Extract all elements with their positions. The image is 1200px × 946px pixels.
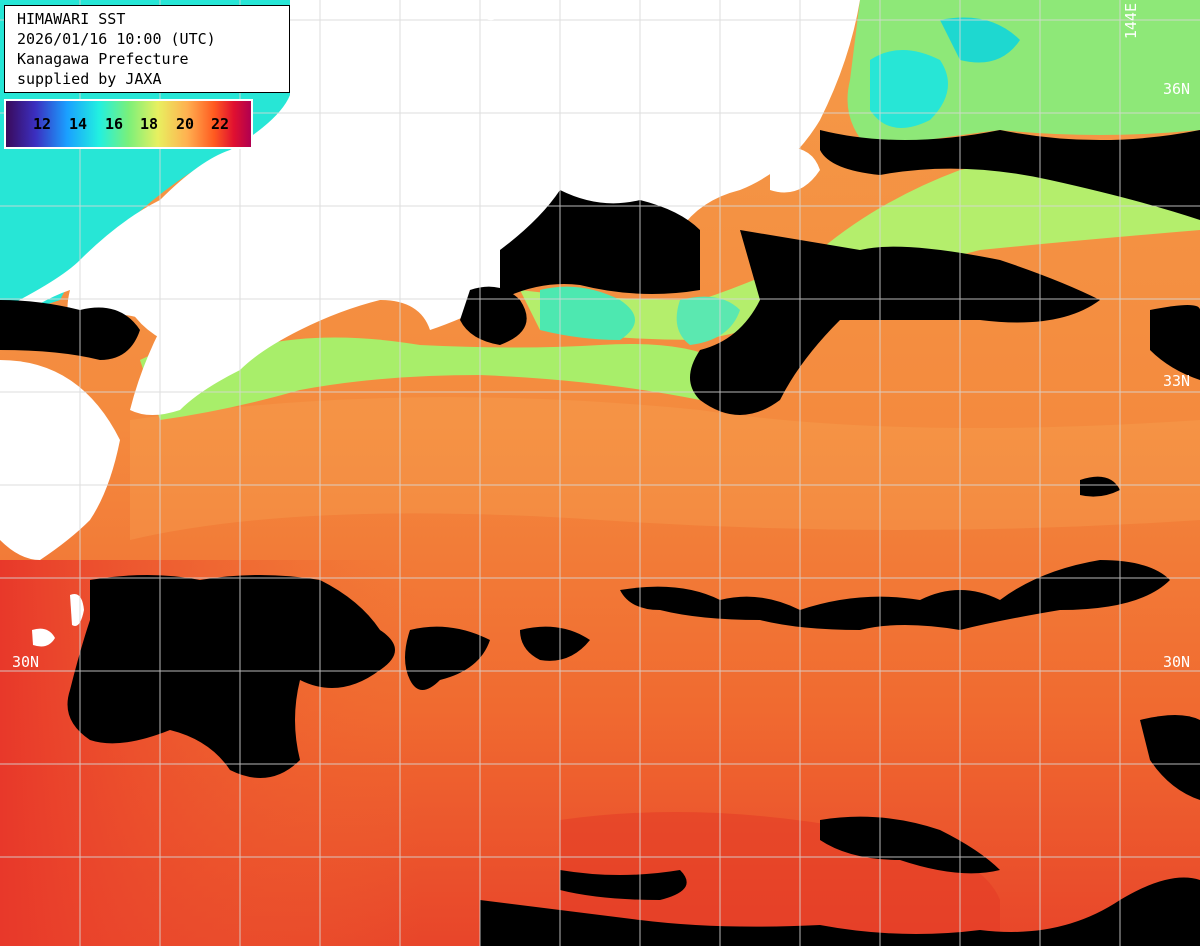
map-region: Kanagawa Prefecture bbox=[17, 50, 189, 68]
map-datetime: 2026/01/16 10:00 (UTC) bbox=[17, 30, 216, 48]
cold-water-izu bbox=[540, 286, 635, 340]
map-title: HIMAWARI SST bbox=[17, 10, 126, 28]
no-data-cloud-bay bbox=[500, 190, 700, 300]
lat-label-30n-west: 30N bbox=[12, 653, 40, 671]
no-data-cloud-west bbox=[67, 575, 395, 778]
cold-water-sagami bbox=[676, 296, 740, 345]
lon-label-136e: 136E bbox=[482, 3, 500, 40]
land-izu-tip bbox=[770, 147, 820, 193]
no-data-cloud-ne-strip bbox=[820, 130, 1200, 220]
legend-tick: 22 bbox=[211, 115, 230, 133]
map-info-box: HIMAWARI SST 2026/01/16 10:00 (UTC) Kana… bbox=[4, 5, 290, 93]
legend-tick: 12 bbox=[33, 115, 52, 133]
warm-band bbox=[130, 397, 1200, 540]
legend-tick: 20 bbox=[176, 115, 195, 133]
no-data-cloud-mid-2 bbox=[520, 626, 590, 661]
no-data-cloud-bottom bbox=[480, 877, 1200, 946]
no-data-cloud-south-2 bbox=[820, 816, 1000, 874]
lat-label-33n-west: 33N bbox=[12, 372, 40, 390]
lon-label-144e: 144E bbox=[1122, 3, 1140, 40]
legend-tick: 18 bbox=[140, 115, 159, 133]
no-data-cloud-mid bbox=[405, 626, 490, 690]
no-data-cloud-east bbox=[690, 230, 1100, 415]
no-data-cloud-south bbox=[560, 870, 687, 900]
legend-color-bar bbox=[6, 101, 251, 147]
cold-eddy-ne bbox=[870, 50, 948, 128]
land-tanegashima bbox=[32, 628, 55, 647]
legend-tick: 16 bbox=[105, 115, 124, 133]
temperature-legend: 12 14 16 18 20 22 bbox=[4, 99, 253, 149]
map-credit: supplied by JAXA bbox=[17, 70, 162, 88]
legend-tick: 14 bbox=[69, 115, 88, 133]
no-data-cloud-east-edge bbox=[1150, 305, 1200, 380]
no-data-cloud-east-mid bbox=[1080, 476, 1120, 497]
lat-label-30n: 30N bbox=[1163, 653, 1191, 671]
no-data-cloud-kii bbox=[460, 286, 527, 345]
land-kyushu bbox=[0, 360, 120, 560]
no-data-cloud-shikoku-south bbox=[0, 300, 140, 360]
lat-label-36n: 36N bbox=[1163, 80, 1191, 98]
no-data-cloud-east-right bbox=[1140, 715, 1200, 800]
lat-label-33n: 33N bbox=[1163, 372, 1191, 390]
no-data-cloud-strip-east bbox=[620, 560, 1170, 630]
cool-water-coast bbox=[140, 337, 720, 420]
land-shikoku bbox=[130, 240, 388, 350]
